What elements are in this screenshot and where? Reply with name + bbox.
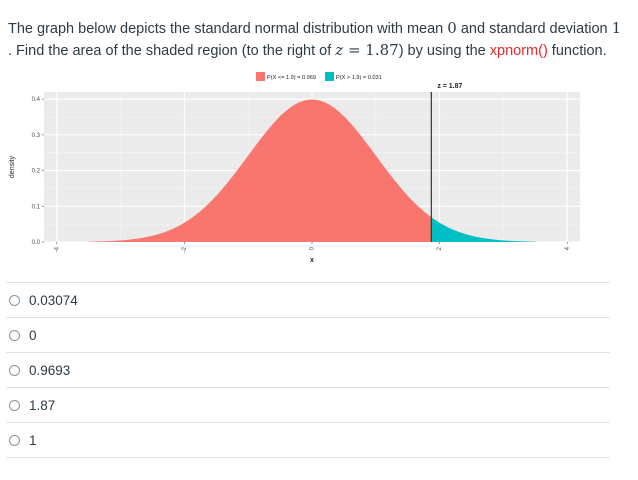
radio-button[interactable] [9,364,20,376]
x-tick-label: -2 [182,246,188,252]
choice-option-2[interactable]: 0 [6,318,610,353]
y-tick-label: 0.2 [32,169,41,175]
question-part-4: ) by using the [398,43,490,59]
upper-tail-area [431,217,536,242]
radio-button[interactable] [9,294,20,306]
choice-option-3[interactable]: 0.9693 [6,353,610,388]
choice-label: 0.03074 [29,292,78,308]
legend-label: P(X <= 1.9) = 0.969 [267,75,316,81]
radio-button[interactable] [9,399,20,411]
question-part-1: The graph below depicts the standard nor… [8,21,448,37]
choice-label: 0 [29,327,37,343]
legend-label: P(X > 1.9) = 0.031 [336,75,382,81]
question-part-3: . Find the area of the shaded region (to… [8,43,336,59]
function-name: xpnorm() [489,43,548,59]
choice-option-1[interactable]: 0.03074 [6,282,610,318]
y-tick-label: 0.4 [32,97,41,103]
legend-swatch [256,72,265,81]
choice-label: 0.9693 [29,362,71,378]
cutoff-annotation: z = 1.87 [437,83,462,90]
y-axis-title: density [9,155,16,178]
z-variable: z [335,41,344,59]
x-tick-label: 2 [437,246,443,250]
y-tick-label: 0.3 [32,133,41,139]
lower-tail-area [88,99,432,242]
x-tick-label: -4 [54,246,60,252]
y-tick-label: 0.0 [32,240,41,246]
x-axis-title: x [310,257,314,264]
choice-label: 1 [29,432,37,448]
answer-choices: 0.03074 0 0.9693 1.87 1 [0,282,638,458]
question-part-2: and standard deviation [456,21,612,37]
legend-swatch [325,72,334,81]
y-tick-label: 0.1 [32,204,41,210]
choice-label: 1.87 [29,397,56,413]
mean-value: 0 [447,19,457,37]
question-part-5: function. [547,43,607,59]
radio-button[interactable] [9,329,20,341]
choice-option-4[interactable]: 1.87 [6,388,610,423]
x-tick-label: 4 [565,246,571,250]
choice-option-5[interactable]: 1 [6,423,610,458]
radio-button[interactable] [9,434,20,446]
z-equation: = 1.87 [343,41,399,59]
sd-value: 1 [611,19,622,37]
normal-distribution-chart: z = 1.87 -4 -2 0 2 4 0.0 0.1 0.2 0.3 0.4 x density P(… [9,72,580,264]
question-text: The graph below depicts the standard nor… [8,18,630,62]
x-tick-label: 0 [310,246,316,250]
